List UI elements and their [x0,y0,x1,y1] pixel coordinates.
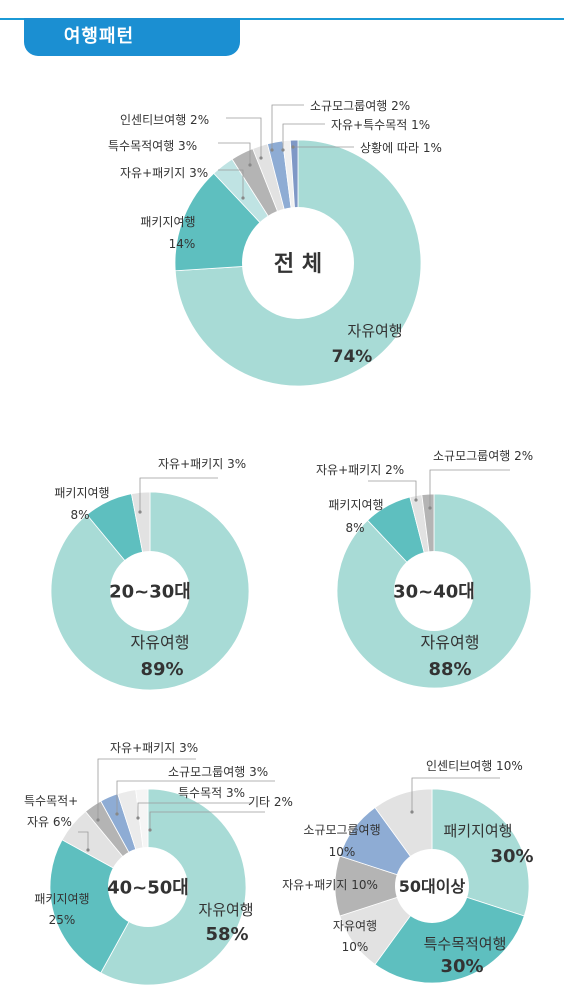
slice-label: 기타 2% [248,795,293,809]
leader-line [368,480,417,500]
center-label: 20~30대 [109,581,191,602]
leader-line [139,477,218,512]
slice-name: 자유+패키지 10% [282,878,378,892]
slice-label: 자유+특수목적 1% [331,118,430,132]
slice-value: 74% [332,347,373,367]
donut-chart-5: 50대이상 패키지여행 30% 특수목적여행 30% 자유여행 10% 자유+패키지 10% 소… [282,758,534,984]
leader-dot [414,498,418,502]
leader-line [149,811,265,830]
leader-line [116,780,275,814]
leader-dot [291,145,295,149]
slice-label: 자유+패키지 3% [158,457,246,471]
slice-name: 패키지여행 [54,485,109,500]
slice-name: 패키지여행 [34,891,89,906]
leader-line [411,777,500,812]
slice-label: 상황에 따라 1% [360,141,442,155]
leader-line [97,758,196,820]
slice-name: 자유여행 [333,918,377,933]
leader-line [429,469,510,508]
slice-label: 특수목적여행 3% [108,138,197,153]
slice-value: 8% [70,508,89,522]
leader-dot [410,810,414,814]
slice-value: 8% [345,521,364,535]
leader-line [218,169,244,198]
leader-line [226,117,262,158]
center-label: 30~40대 [393,581,475,602]
donut-hole [394,551,474,631]
slice-name: 패키지여행 [328,497,383,512]
slice-label: 자유+패키지 3% [110,741,198,755]
slice-value: 30% [490,846,533,867]
slice-label: 소규모그룹여행 2% [433,448,533,463]
leader-line [137,802,252,818]
slice-value: 89% [140,659,183,680]
center-label: 40~50대 [107,877,189,898]
slice-value: 10% [342,940,369,954]
slice-label: 특수목적 3% [178,786,245,800]
leader-dot [136,816,140,820]
section-title: 여행패턴 [63,26,135,47]
leader-dot [428,506,432,510]
header-rule [0,18,564,20]
slice-label: 소규모그룹여행 2% [310,98,410,113]
leader-dot [281,148,285,152]
slice-name: 자유여행 [421,633,480,652]
leader-dot [96,818,100,822]
leader-line [78,831,89,850]
slice-value: 30% [440,956,483,977]
center-label: 전 체 [274,252,322,277]
leader-dot [148,828,152,832]
slice-value: 자유 6% [27,815,72,829]
slice-label: 인센티브여행 10% [426,758,523,773]
slice-name: 패키지여행 [443,822,512,840]
slice-name: 특수목적여행 [424,935,507,953]
slice-name: 자유여행 [198,901,253,919]
slice-value: 58% [205,924,248,945]
slice-2 [49,839,149,974]
slice-label: 인센티브여행 2% [120,112,209,127]
slice-2 [374,885,525,984]
leader-dot [270,148,274,152]
slice-name: 특수목적+ [24,794,78,808]
leader-dot [115,812,119,816]
leader-line [271,104,304,150]
leader-dot [138,510,142,514]
slice-name: 자유여행 [347,322,402,340]
slice-value: 88% [428,659,471,680]
donut-hole [242,207,354,319]
slice-name: 패키지여행 [140,214,195,229]
donut-hole [395,849,469,923]
slice-label: 소규모그룹여행 3% [168,764,268,779]
leader-dot [86,848,90,852]
section-tab [24,18,240,56]
leader-dot [259,156,263,160]
donut-hole [110,551,190,631]
slice-value: 14% [169,237,196,251]
slice-name: 자유여행 [131,633,190,652]
center-label: 50대이상 [399,877,466,896]
donut-hole [108,847,188,927]
leader-line [218,142,251,165]
slice-label: 자유+패키지 3% [120,166,208,180]
slice-value: 10% [329,845,356,859]
leader-dot [248,163,252,167]
leader-dot [241,196,245,200]
slice-value: 25% [49,913,76,927]
slice-name: 소규모그룹여행 [303,822,380,837]
leader-line [282,123,325,150]
slice-label: 자유+패키지 2% [316,463,404,477]
